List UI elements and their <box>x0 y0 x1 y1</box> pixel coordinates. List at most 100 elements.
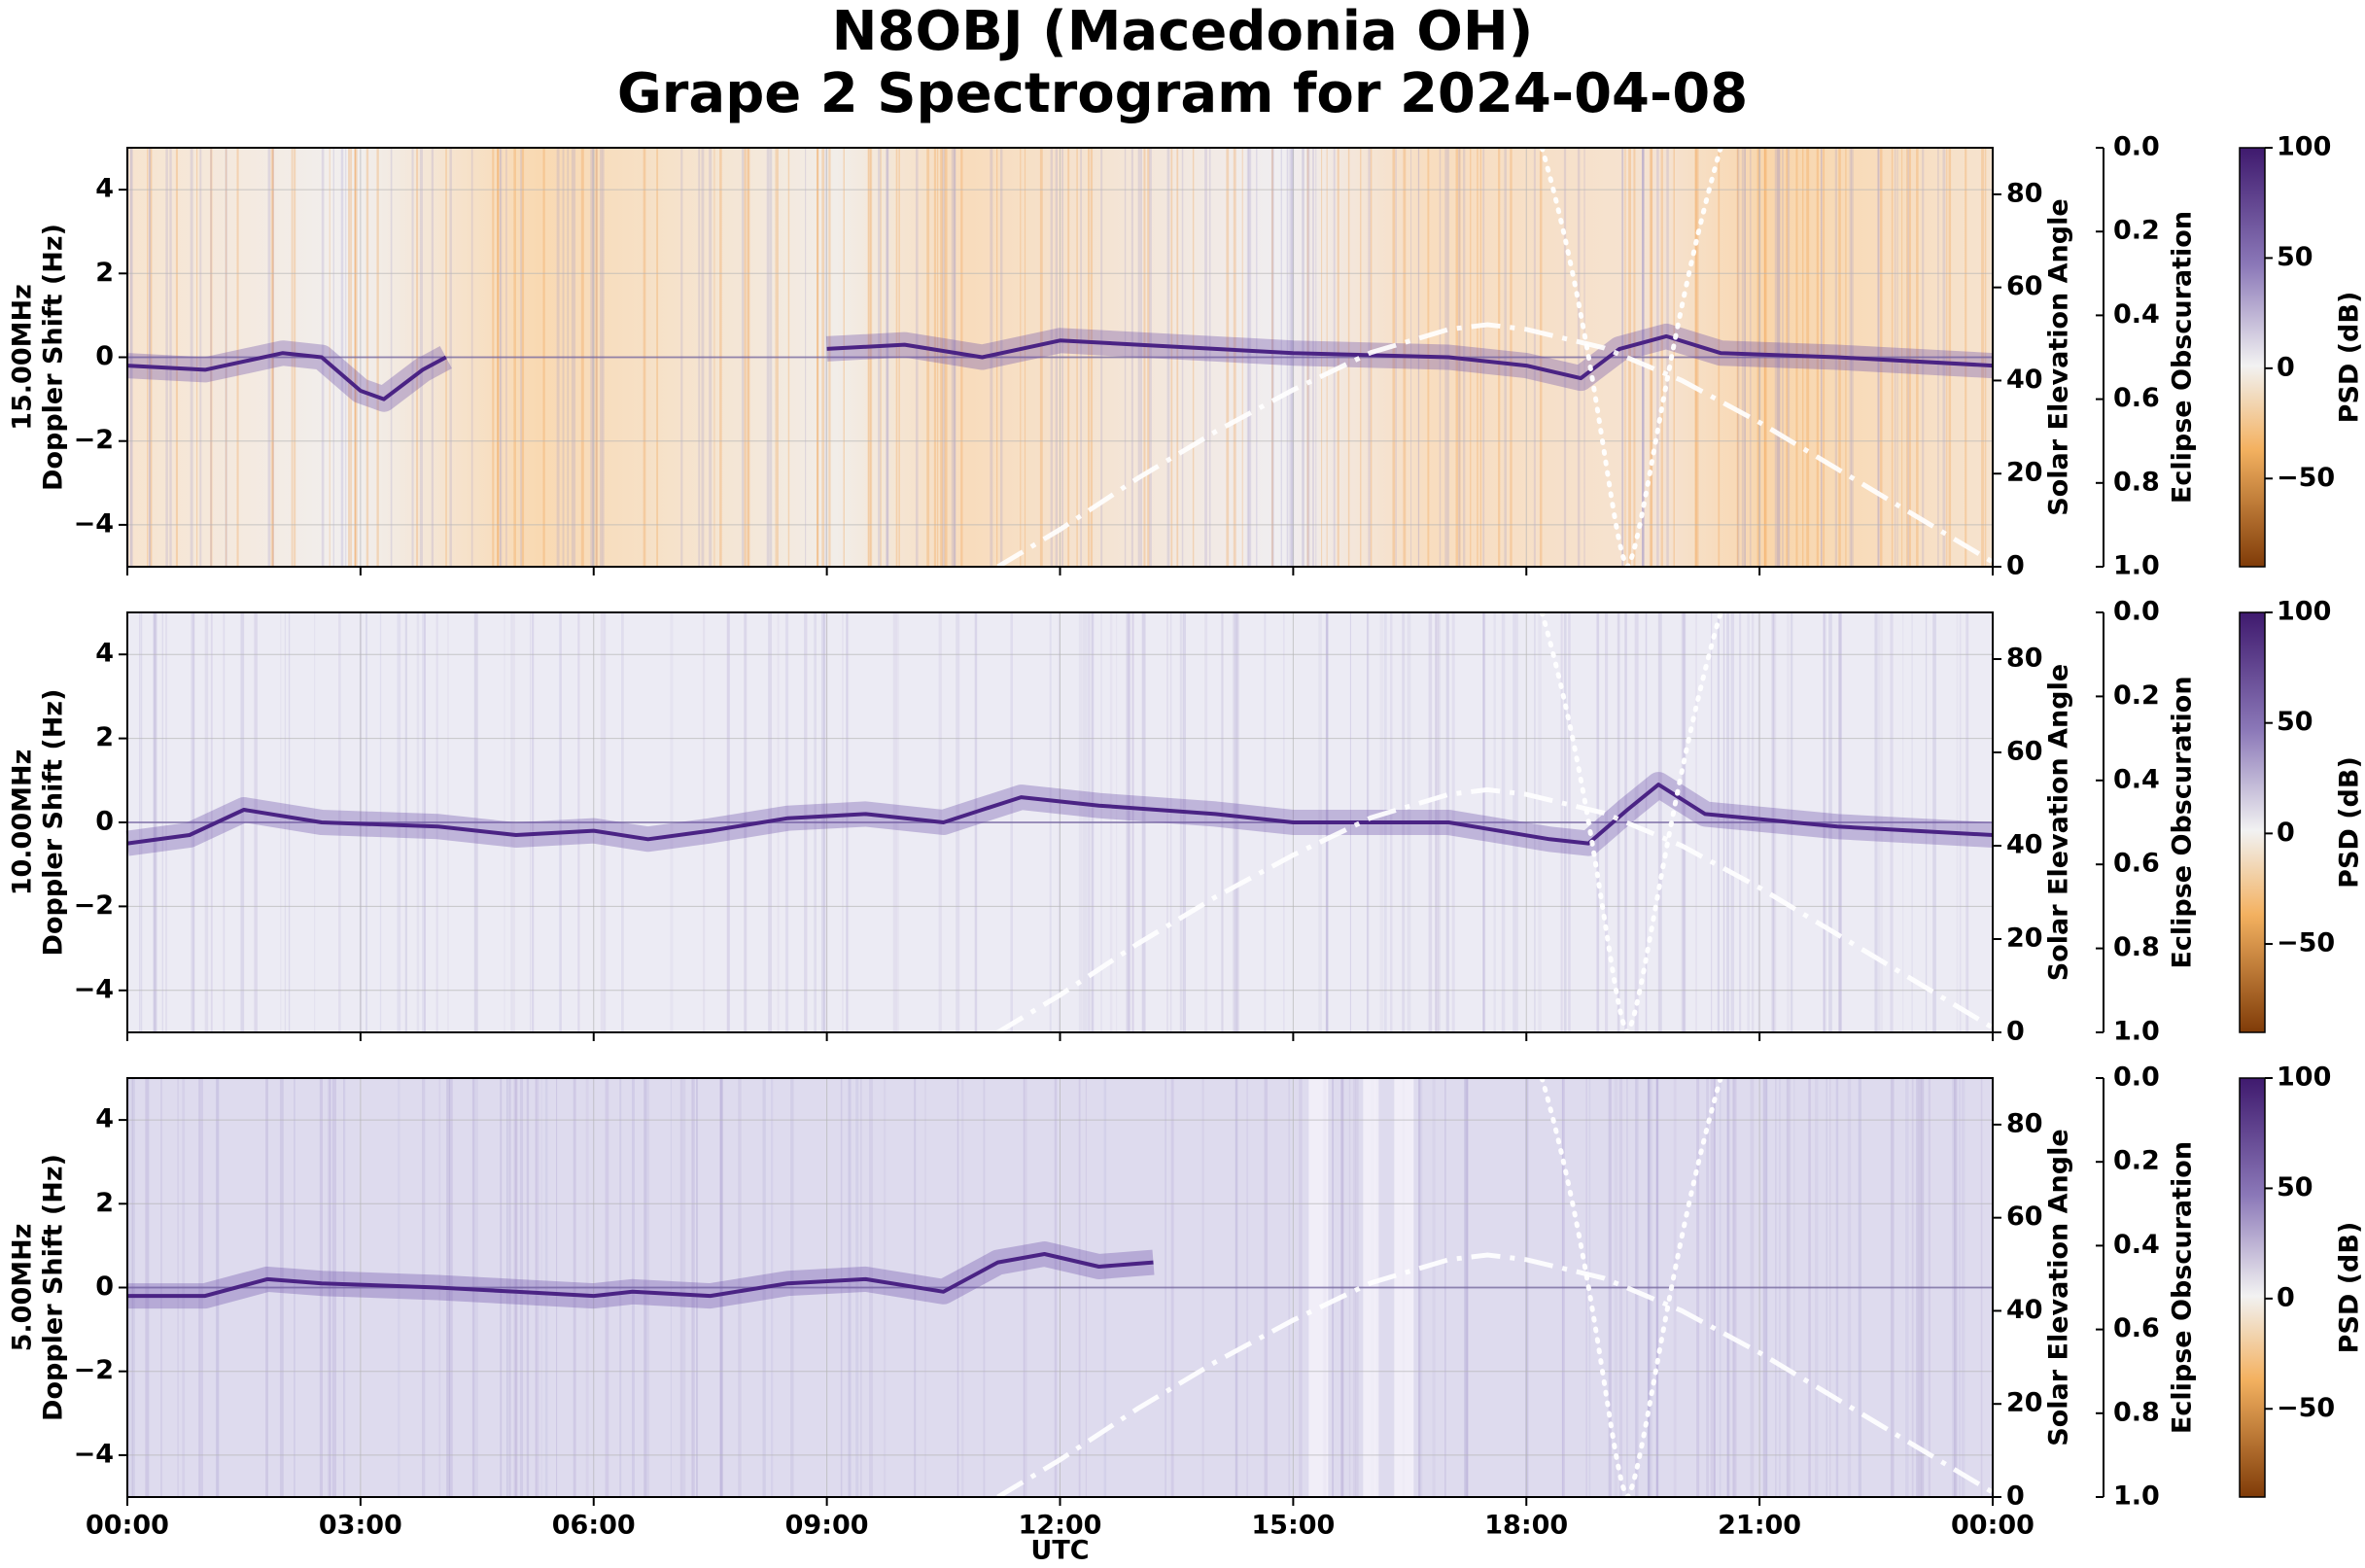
solar-elevation-line <box>996 786 1995 1035</box>
obsc-tick-label: 0.8 <box>2113 932 2160 962</box>
x-tick-label: 00:00 <box>86 1511 169 1541</box>
y2-axis-label: Solar Elevation Angle <box>2044 1129 2074 1446</box>
y-axis-label: Doppler Shift (Hz) <box>39 224 69 491</box>
y-tick-label: 0 <box>95 807 114 837</box>
y3-axis-label: Eclipse Obscuration <box>2168 1141 2198 1434</box>
obsc-tick-label: 0.0 <box>2113 597 2160 627</box>
elev-tick-label: 80 <box>2006 1108 2043 1138</box>
obsc-tick-label: 0.8 <box>2113 467 2160 497</box>
y-tick-label: 4 <box>95 174 114 204</box>
cbar-tick-label: 0 <box>2277 818 2295 848</box>
x-tick-label: 15:00 <box>1251 1511 1335 1541</box>
y-axis-label: Doppler Shift (Hz) <box>39 689 69 957</box>
x-tick-label: 21:00 <box>1718 1511 1801 1541</box>
y-tick-label: 2 <box>95 1188 114 1218</box>
cbar-tick-label: −50 <box>2277 928 2335 958</box>
elev-tick-label: 20 <box>2006 1388 2043 1418</box>
y-tick-label: −4 <box>74 1439 114 1469</box>
cbar-tick-label: 100 <box>2277 1063 2331 1093</box>
x-tick-label: 12:00 <box>1019 1511 1102 1541</box>
obsc-tick-label: 0.2 <box>2113 216 2160 246</box>
obsc-tick-label: 1.0 <box>2113 1481 2160 1512</box>
y-tick-label: −2 <box>74 890 114 921</box>
y2-axis-label: Solar Elevation Angle <box>2044 198 2074 515</box>
cbar-tick-label: 0 <box>2277 352 2295 382</box>
elev-tick-label: 60 <box>2006 737 2043 767</box>
x-tick-label: 18:00 <box>1484 1511 1568 1541</box>
doppler-trace <box>126 783 1994 846</box>
x-axis-label: UTC <box>1030 1536 1089 1566</box>
elev-tick-label: 0 <box>2006 551 2025 581</box>
y-tick-label: −4 <box>74 508 114 539</box>
y3-axis-label: Eclipse Obscuration <box>2168 211 2198 504</box>
elev-tick-label: 20 <box>2006 923 2043 954</box>
y-axis-label: Doppler Shift (Hz) <box>39 1154 69 1421</box>
obsc-tick-label: 0.4 <box>2113 1230 2160 1260</box>
elev-tick-label: 40 <box>2006 365 2043 395</box>
solar-elevation-line <box>996 322 1995 570</box>
colorbar-label: PSD (dB) <box>2335 292 2365 424</box>
elev-tick-label: 40 <box>2006 1295 2043 1325</box>
y-tick-label: 0 <box>95 1272 114 1302</box>
x-tick-label: 06:00 <box>552 1511 636 1541</box>
y-tick-label: 0 <box>95 341 114 371</box>
obsc-tick-label: 0.6 <box>2113 383 2160 413</box>
y-tick-label: 4 <box>95 639 114 669</box>
cbar-tick-label: −50 <box>2277 1393 2335 1423</box>
colorbar <box>2239 611 2266 1033</box>
y-tick-label: 4 <box>95 1104 114 1134</box>
x-tick-label: 00:00 <box>1951 1511 2035 1541</box>
cbar-tick-label: −50 <box>2277 463 2335 493</box>
cbar-tick-label: 100 <box>2277 597 2331 627</box>
y3-axis-label: Eclipse Obscuration <box>2168 676 2198 968</box>
obsc-tick-label: 0.4 <box>2113 764 2160 794</box>
elev-tick-label: 20 <box>2006 458 2043 488</box>
obsc-tick-label: 0.8 <box>2113 1397 2160 1427</box>
obsc-tick-label: 1.0 <box>2113 1017 2160 1047</box>
obsc-tick-label: 0.0 <box>2113 132 2160 162</box>
obsc-tick-label: 0.6 <box>2113 1313 2160 1343</box>
cbar-tick-label: 50 <box>2277 707 2313 737</box>
y-tick-label: 2 <box>95 722 114 752</box>
band-label: 15.00MHz <box>8 284 38 431</box>
elev-tick-label: 80 <box>2006 644 2043 674</box>
cbar-tick-label: 50 <box>2277 1172 2313 1202</box>
cbar-tick-label: 50 <box>2277 242 2313 272</box>
y-tick-label: −4 <box>74 974 114 1004</box>
colorbar-label: PSD (dB) <box>2335 756 2365 889</box>
cbar-tick-label: 100 <box>2277 132 2331 162</box>
doppler-trace <box>126 333 1994 401</box>
cbar-tick-label: 0 <box>2277 1282 2295 1312</box>
elev-tick-label: 80 <box>2006 178 2043 208</box>
elev-tick-label: 40 <box>2006 830 2043 860</box>
y-tick-label: −2 <box>74 425 114 455</box>
spectrogram-panel-0 <box>119 145 2273 575</box>
x-tick-label: 09:00 <box>785 1511 869 1541</box>
elev-tick-label: 60 <box>2006 271 2043 301</box>
obsc-tick-label: 0.2 <box>2113 1146 2160 1176</box>
colorbar <box>2239 1077 2266 1498</box>
obsc-tick-label: 1.0 <box>2113 551 2160 581</box>
doppler-trace <box>127 1252 1154 1299</box>
chart-subtitle: Grape 2 Spectrogram for 2024-04-08 <box>616 62 1749 125</box>
elev-tick-label: 0 <box>2006 1481 2025 1512</box>
obsc-tick-label: 0.4 <box>2113 299 2160 330</box>
spectrogram-panel-1 <box>119 610 2273 1041</box>
band-label: 5.00MHz <box>8 1224 38 1352</box>
colorbar-label: PSD (dB) <box>2335 1222 2365 1354</box>
elev-tick-label: 0 <box>2006 1017 2025 1047</box>
chart-title: N8OBJ (Macedonia OH) <box>831 0 1534 63</box>
y2-axis-label: Solar Elevation Angle <box>2044 664 2074 981</box>
x-tick-label: 03:00 <box>319 1511 402 1541</box>
y-tick-label: −2 <box>74 1355 114 1385</box>
obsc-tick-label: 0.6 <box>2113 849 2160 879</box>
y-tick-label: 2 <box>95 258 114 288</box>
spectrogram-panel-2 <box>119 1075 2273 1506</box>
band-label: 10.00MHz <box>8 749 38 896</box>
elev-tick-label: 60 <box>2006 1202 2043 1232</box>
colorbar <box>2239 147 2266 568</box>
obsc-tick-label: 0.0 <box>2113 1063 2160 1093</box>
solar-elevation-line <box>996 1252 1995 1500</box>
obsc-tick-label: 0.2 <box>2113 680 2160 711</box>
